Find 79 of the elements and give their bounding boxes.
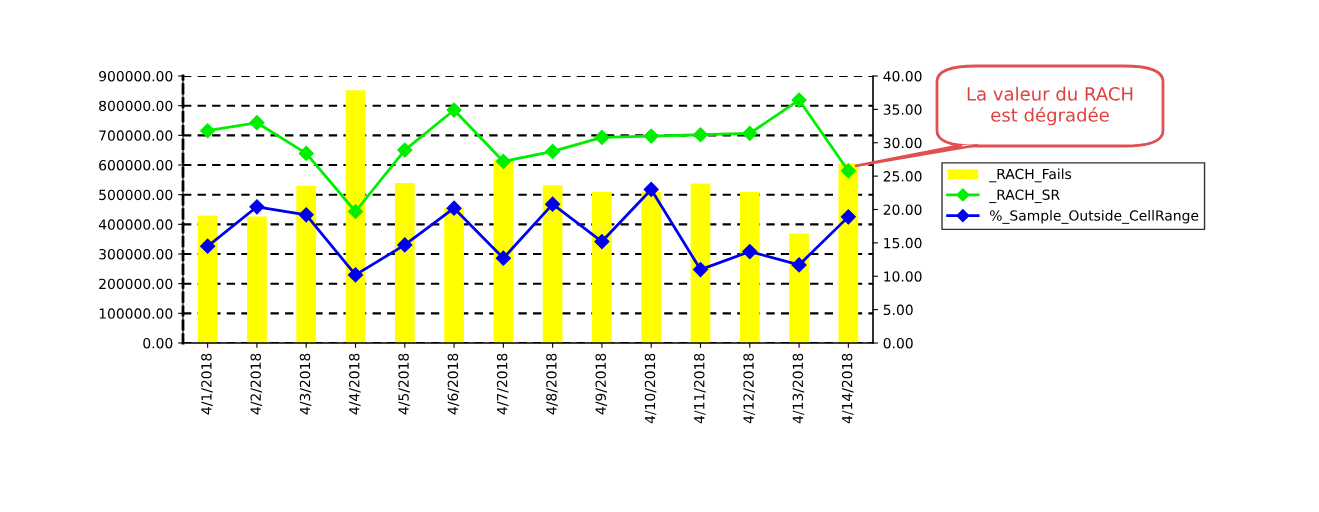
y-tick-label: 500000.00 bbox=[99, 189, 173, 201]
x-tick-label: 4/2/2018 bbox=[250, 353, 263, 415]
x-tick-label: 4/8/2018 bbox=[546, 353, 558, 415]
x-tick-label: 4/4/2018 bbox=[349, 353, 361, 415]
bar bbox=[345, 90, 366, 343]
point bbox=[791, 92, 807, 108]
point bbox=[643, 128, 659, 144]
x-tick-label: 4/13/2018 bbox=[792, 353, 805, 424]
point bbox=[397, 237, 413, 253]
y2-tick-label: 25.00 bbox=[883, 171, 922, 182]
y-tick-label: 100000.00 bbox=[99, 308, 173, 319]
point bbox=[200, 238, 216, 254]
point bbox=[347, 267, 364, 283]
legend-label: _RACH_SR bbox=[989, 189, 1060, 204]
point bbox=[298, 145, 314, 162]
y-tick-label: 300000.00 bbox=[99, 248, 173, 260]
bar bbox=[592, 192, 612, 343]
point bbox=[594, 233, 610, 250]
point bbox=[791, 257, 807, 273]
y2-tick-label: 15.00 bbox=[884, 237, 922, 249]
x-tick-label: 4/7/2018 bbox=[496, 353, 509, 415]
text: La valeur du RACH est dégradée bbox=[967, 86, 1133, 126]
point bbox=[397, 142, 413, 158]
bar bbox=[789, 233, 809, 343]
point bbox=[446, 200, 462, 216]
y-tick-label: 0.00 bbox=[143, 337, 173, 349]
y-tick-label: 700000.00 bbox=[99, 130, 173, 141]
bar bbox=[542, 185, 563, 343]
y-tick-label: 800000.00 bbox=[99, 100, 173, 112]
point bbox=[643, 181, 659, 198]
y2-tick-label: 30.00 bbox=[883, 137, 922, 149]
bar bbox=[444, 208, 464, 343]
point bbox=[545, 143, 561, 159]
bar bbox=[690, 183, 711, 343]
bar bbox=[247, 216, 267, 343]
point bbox=[742, 243, 758, 260]
x-tick-label: 4/11/2018 bbox=[694, 353, 706, 424]
point bbox=[692, 262, 709, 278]
bar bbox=[641, 191, 662, 343]
y2-tick-label: 35.00 bbox=[883, 104, 922, 115]
y2-tick-label: 40.00 bbox=[883, 70, 922, 82]
x-tick-label: 4/1/2018 bbox=[201, 353, 213, 415]
y-tick-label: 400000.00 bbox=[98, 219, 173, 230]
point bbox=[200, 123, 216, 139]
bar bbox=[493, 159, 514, 343]
point bbox=[495, 153, 511, 170]
point bbox=[840, 209, 856, 225]
point bbox=[249, 115, 265, 131]
y-tick-label: 900000.00 bbox=[99, 70, 173, 82]
x-tick-label: 4/3/2018 bbox=[299, 353, 312, 415]
legend-label: %_Sample_Outside_CellRange bbox=[990, 210, 1199, 224]
bar bbox=[394, 183, 415, 343]
y2-tick-label: 20.00 bbox=[883, 204, 922, 215]
y-tick-label: 200000.00 bbox=[99, 278, 173, 290]
x-tick-label: 4/9/2018 bbox=[595, 353, 608, 415]
point bbox=[446, 102, 462, 118]
legend-label: _RACH_Fails bbox=[989, 168, 1072, 183]
point bbox=[545, 196, 561, 212]
y2-tick-label: 0.00 bbox=[883, 337, 913, 349]
y-tick-label: 600000.00 bbox=[99, 159, 173, 171]
point bbox=[742, 125, 758, 141]
bar bbox=[296, 185, 317, 343]
point bbox=[495, 250, 511, 266]
bar bbox=[197, 215, 218, 343]
point bbox=[594, 129, 610, 145]
point bbox=[840, 163, 856, 179]
x-tick-label: 4/6/2018 bbox=[447, 353, 460, 415]
point bbox=[692, 127, 709, 143]
bar bbox=[838, 163, 859, 343]
bar bbox=[739, 192, 760, 343]
x-tick-label: 4/12/2018 bbox=[743, 353, 755, 424]
point bbox=[347, 203, 364, 220]
x-tick-label: 4/10/2018 bbox=[644, 353, 657, 424]
point bbox=[249, 199, 265, 215]
x-tick-label: 4/5/2018 bbox=[398, 353, 410, 415]
x-tick-label: 4/14/2018 bbox=[841, 353, 854, 424]
y2-tick-label: 5.00 bbox=[883, 304, 913, 316]
y2-tick-label: 10.00 bbox=[884, 271, 922, 282]
point bbox=[298, 207, 314, 223]
